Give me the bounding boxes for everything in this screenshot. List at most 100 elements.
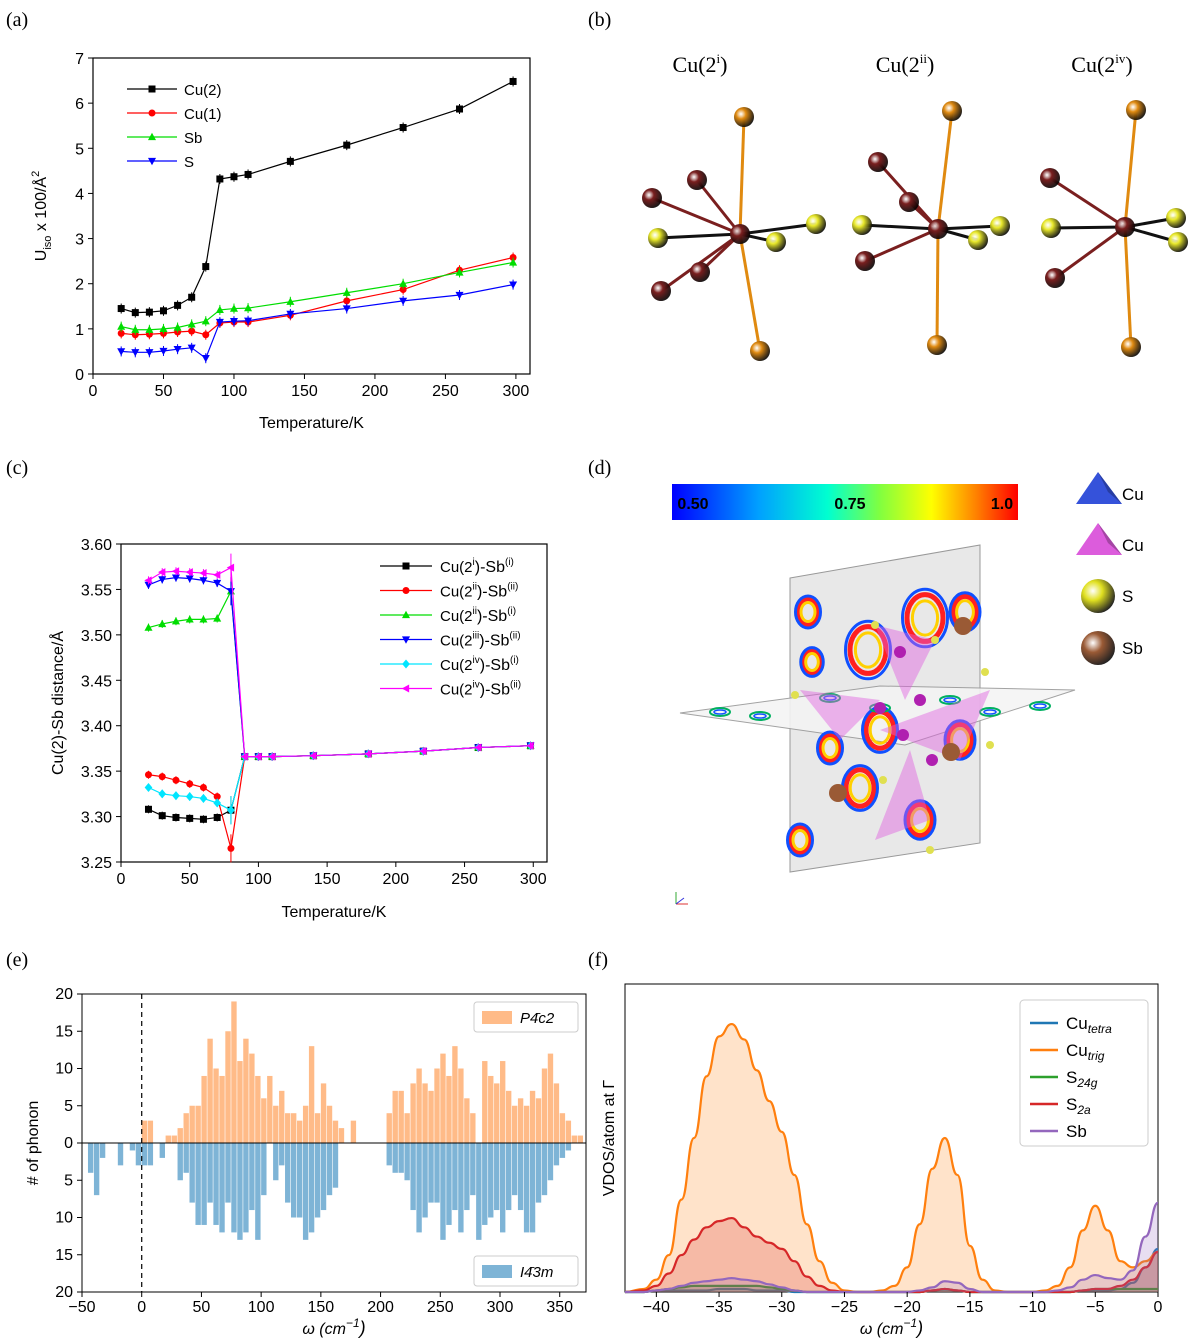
data-point: [342, 305, 351, 313]
legend-label: I4̄3m: [520, 1264, 553, 1281]
x-axis-label: Temperature/K: [282, 904, 387, 921]
bar-up: [291, 1113, 297, 1143]
data-point: [526, 741, 534, 750]
cu-tetrahedron: [800, 690, 880, 740]
bar-down: [523, 1143, 530, 1233]
panel-label-b: (b): [588, 9, 611, 31]
data-point: [172, 776, 180, 784]
y-tick-label: 5: [64, 1098, 73, 1115]
y-tick-label: 10: [55, 1061, 73, 1078]
contour-ring: [901, 587, 949, 649]
data-point: [229, 304, 238, 312]
flat-contour: [939, 695, 961, 705]
s-bond: [657, 232, 741, 240]
x-axis-label: ω (cm−1): [302, 1316, 365, 1338]
x-tick-label: 50: [193, 1299, 211, 1316]
legend-label: Cu(2iv)-Sb(ii): [440, 680, 521, 699]
legend-label: Cu: [1122, 536, 1144, 555]
data-point: [364, 749, 372, 758]
y-tick-label: 3.55: [81, 582, 112, 599]
data-point: [171, 574, 180, 582]
data-point: [201, 316, 210, 325]
panel-label-d: (d): [588, 457, 611, 479]
legend-marker: [148, 109, 156, 117]
cu-atom: [926, 754, 938, 766]
bar-up: [225, 1031, 231, 1143]
chart-a: 0 50 100 150 200 250 300 0 1 2 3 4 5 6 7 Temperature/K U…: [30, 51, 531, 432]
bar-up: [464, 1098, 470, 1143]
data-point: [159, 307, 167, 315]
bar-down: [464, 1143, 470, 1211]
flat-contour: [943, 697, 957, 703]
series-line-Cu(2): [121, 80, 514, 314]
bar-down: [452, 1143, 458, 1211]
cu-tetrahedron: [875, 625, 935, 700]
bar-up: [500, 1061, 506, 1143]
legend-tetra: [1076, 523, 1122, 555]
data-point: [212, 570, 221, 579]
sb-bond: [1123, 109, 1138, 228]
y-tick-label: 4: [75, 186, 84, 203]
data-point: [144, 576, 152, 585]
legend-label: S2a: [1066, 1095, 1091, 1117]
legend-label: Cu(1): [184, 106, 222, 123]
bar-up: [141, 1120, 148, 1143]
contour-ring: [799, 601, 817, 623]
panel-d-density-map: 0.50 0.75 1.0 Cu Cu S Sb: [672, 472, 1144, 905]
data-point: [343, 297, 351, 305]
y-axis-label: # of phonon: [25, 1101, 42, 1186]
bar-up: [470, 1113, 476, 1143]
data-point: [227, 805, 235, 815]
x-tick-label: 250: [451, 871, 478, 888]
data-point: [399, 279, 408, 287]
s-atom: [852, 215, 872, 235]
data-point: [474, 743, 482, 752]
bar-down: [141, 1143, 148, 1166]
bar-down: [559, 1143, 566, 1158]
legend-label: Cu(2ii)-Sb(ii): [440, 582, 518, 601]
data-point: [240, 752, 248, 761]
bar-up: [207, 1038, 213, 1143]
y-tick-label: 2: [75, 277, 84, 294]
contour-ring: [843, 767, 877, 809]
series-area: [625, 1285, 1158, 1292]
bar-down: [553, 1143, 560, 1166]
contour-ring: [786, 822, 814, 858]
x-tick-label: 300: [520, 871, 547, 888]
sb-atom: [1126, 100, 1146, 120]
y-tick-label: 10: [55, 1210, 73, 1227]
data-point: [213, 813, 221, 821]
contour-ring: [905, 801, 935, 839]
central-cu-atom: [1115, 217, 1135, 237]
data-point: [509, 77, 517, 85]
bar-down: [410, 1143, 416, 1211]
x-tick-label: 0: [137, 1299, 146, 1316]
bar-down: [422, 1143, 428, 1218]
x-tick-label: 250: [432, 383, 459, 400]
cu-atom: [1040, 168, 1060, 188]
x-tick-label: −35: [705, 1299, 732, 1316]
contour-ring: [787, 824, 813, 856]
series-line: [624, 1022, 1159, 1294]
bar-up: [267, 1075, 273, 1143]
colorbar-label-mid: 0.75: [834, 496, 865, 513]
contour-ring: [945, 721, 975, 759]
bar-up: [279, 1090, 285, 1143]
colorbar-label-max: 1.0: [991, 496, 1013, 513]
bar-up: [195, 1105, 201, 1143]
bar-up: [386, 1113, 392, 1143]
sb-bond: [935, 228, 940, 346]
bar-up: [565, 1120, 572, 1143]
bar-up: [505, 1090, 512, 1143]
legend-label: Cu(2): [184, 82, 222, 99]
data-point: [230, 173, 238, 181]
data-point: [158, 773, 166, 781]
bar-up: [171, 1135, 177, 1143]
triad-y: [675, 897, 685, 905]
data-point: [171, 567, 180, 576]
x-tick-label: 200: [362, 383, 389, 400]
data-point: [185, 568, 193, 577]
data-point: [158, 789, 167, 799]
bar-up: [410, 1083, 416, 1143]
data-point: [159, 324, 168, 333]
